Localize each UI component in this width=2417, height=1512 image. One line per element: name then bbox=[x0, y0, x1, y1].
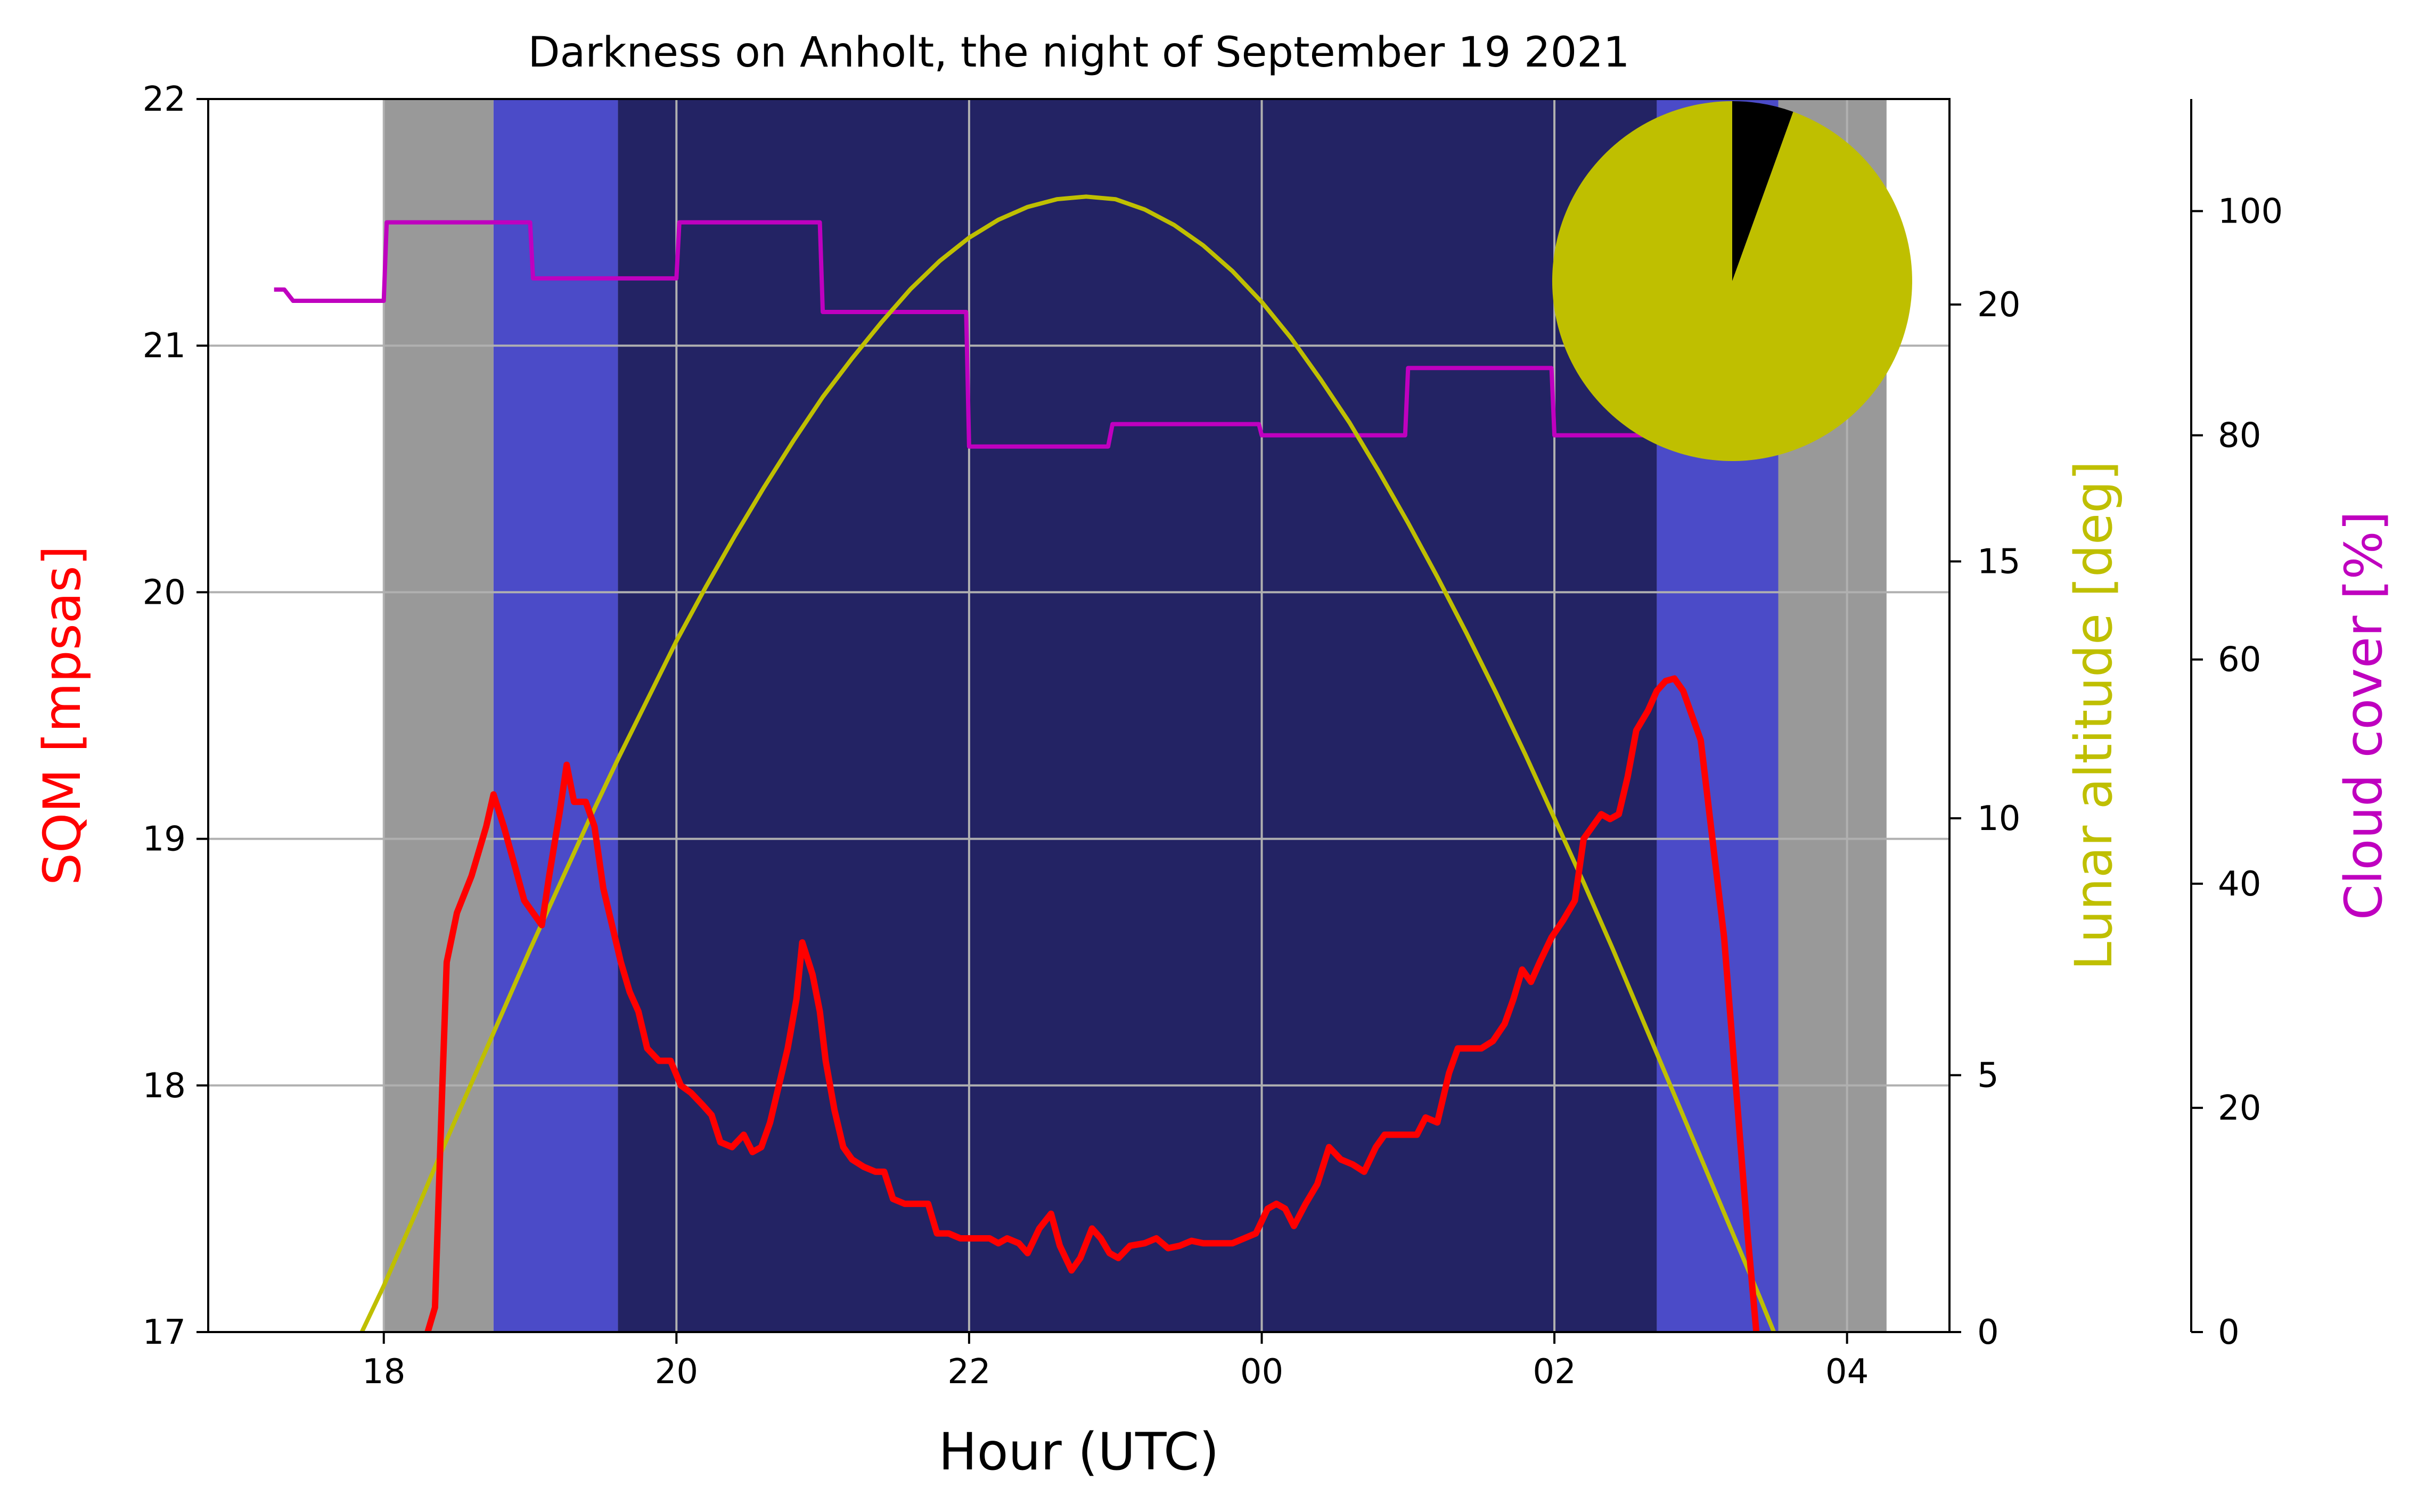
sqm-tick-label: 19 bbox=[143, 820, 186, 859]
cloud-tick-label: 20 bbox=[2218, 1089, 2261, 1128]
pie-slice-illuminated bbox=[1552, 101, 1912, 461]
sqm-tick-label: 21 bbox=[143, 326, 186, 366]
twilight-bands bbox=[383, 99, 1887, 1332]
sqm-tick-label: 20 bbox=[143, 573, 186, 612]
cloud-tick-label: 100 bbox=[2218, 192, 2283, 232]
band-night bbox=[618, 99, 1657, 1332]
cloud-tick-label: 40 bbox=[2218, 865, 2261, 904]
x-tick-label: 02 bbox=[1533, 1352, 1576, 1392]
x-tick-label: 04 bbox=[1825, 1352, 1869, 1392]
lunar-tick-label: 20 bbox=[1977, 285, 2020, 325]
lunar-tick-label: 5 bbox=[1977, 1056, 1999, 1096]
cloud-tick-label: 60 bbox=[2218, 640, 2261, 680]
cloud-cover-axis-label: Cloud cover [%] bbox=[2334, 511, 2394, 920]
pie-slice-dark bbox=[1732, 101, 1793, 281]
data-series bbox=[274, 194, 1776, 1332]
cloud-series-line bbox=[274, 220, 1747, 449]
moon-series-line bbox=[359, 194, 1776, 1332]
band-nautical-twilight bbox=[493, 99, 618, 1332]
cloud-tick-label: 80 bbox=[2218, 416, 2261, 456]
x-axis-label: Hour (UTC) bbox=[939, 1422, 1219, 1482]
cloud-tick-label: 0 bbox=[2218, 1313, 2240, 1352]
sqm-tick-label: 22 bbox=[143, 80, 186, 119]
lunar-tick-label: 10 bbox=[1977, 799, 2020, 839]
x-tick-label: 20 bbox=[655, 1352, 698, 1392]
axis-ticks: 18 20 22 00 02 04 17 18 19 20 21 22 0 5 10 15 20 0 20 40 60 8… bbox=[143, 80, 2283, 1392]
lunar-altitude-axis-label: Lunar altitude [deg] bbox=[2064, 461, 2124, 971]
sqm-series-line bbox=[424, 675, 1760, 1332]
x-tick-label: 22 bbox=[947, 1352, 990, 1392]
sqm-tick-label: 17 bbox=[143, 1313, 186, 1352]
chart-title: Darkness on Anholt, the night of Septemb… bbox=[528, 29, 1629, 77]
lunar-tick-label: 0 bbox=[1977, 1313, 1999, 1352]
x-tick-label: 18 bbox=[362, 1352, 405, 1392]
plot-frame bbox=[207, 98, 1951, 1333]
x-tick-label: 00 bbox=[1240, 1352, 1283, 1392]
lunar-tick-label: 15 bbox=[1977, 543, 2020, 582]
moon-phase-pie bbox=[1552, 101, 1912, 461]
sqm-tick-label: 18 bbox=[143, 1066, 186, 1106]
sqm-axis-label: SQM [mpsas] bbox=[32, 546, 92, 885]
